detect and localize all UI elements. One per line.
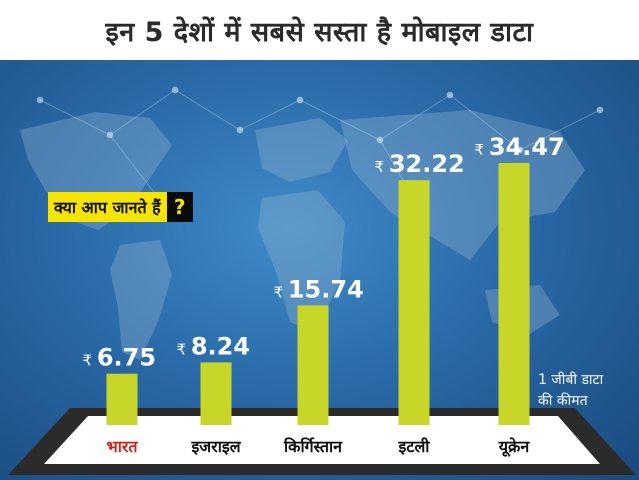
category-labels-layer: भारत इजराइल किर्गिस्तान इटली यूक्रेन: [106, 437, 530, 457]
network-nodes-background: [36, 86, 604, 214]
currency-symbol: ₹: [475, 141, 489, 159]
bar-3: [297, 305, 329, 425]
category-label-3: किर्गिस्तान: [283, 437, 343, 456]
chart-stage: ₹ 6.75 ₹ 8.24 ₹ 15.74 ₹ 32.22 ₹ 34.47 भारत इज…: [0, 60, 639, 480]
value-number: 15.74: [288, 275, 364, 303]
phone-base: [8, 408, 636, 475]
currency-symbol: ₹: [83, 352, 97, 370]
value-label-1: ₹ 6.75: [83, 344, 157, 372]
value-number: 6.75: [97, 344, 156, 372]
value-label-3: ₹ 15.74: [274, 275, 364, 303]
value-number: 8.24: [191, 332, 250, 360]
bar-4: [398, 180, 430, 425]
value-number: 34.47: [489, 133, 565, 161]
value-label-4: ₹ 32.22: [375, 150, 465, 178]
bar-chart: ₹ 6.75 ₹ 8.24₹ 15.74₹ 32.22₹ 34.47 भारत इज…: [8, 86, 636, 475]
bar-2: [200, 362, 232, 425]
currency-symbol: ₹: [177, 340, 191, 358]
price-per-gb-note: 1 जीबी डाटा की कीमत: [538, 372, 604, 409]
category-label-5: यूक्रेन: [498, 437, 531, 457]
did-you-know-callout: क्या आप जानते हैं ?: [48, 192, 193, 222]
category-label-4: इटली: [398, 437, 431, 456]
category-label-2: इजराइल: [190, 437, 241, 456]
bar-1: [106, 373, 138, 425]
bars-layer: [106, 163, 530, 425]
value-labels-layer: ₹ 6.75 ₹ 8.24₹ 15.74₹ 32.22₹ 34.47: [83, 133, 565, 372]
value-label-2: ₹ 8.24: [177, 332, 251, 360]
question-mark-icon: ?: [166, 192, 193, 222]
chart-title: इन 5 देशों में सबसे सस्ता है मोबाइल डाटा: [105, 16, 534, 48]
value-number: 32.22: [389, 150, 465, 178]
bar-5: [498, 163, 530, 425]
currency-symbol: ₹: [274, 283, 288, 301]
title-bar: इन 5 देशों में सबसे सस्ता है मोबाइल डाटा: [0, 0, 639, 60]
did-you-know-text: क्या आप जानते हैं: [48, 192, 167, 222]
currency-symbol: ₹: [375, 158, 389, 176]
category-label-1: भारत: [106, 437, 138, 456]
value-label-5: ₹ 34.47: [475, 133, 565, 161]
